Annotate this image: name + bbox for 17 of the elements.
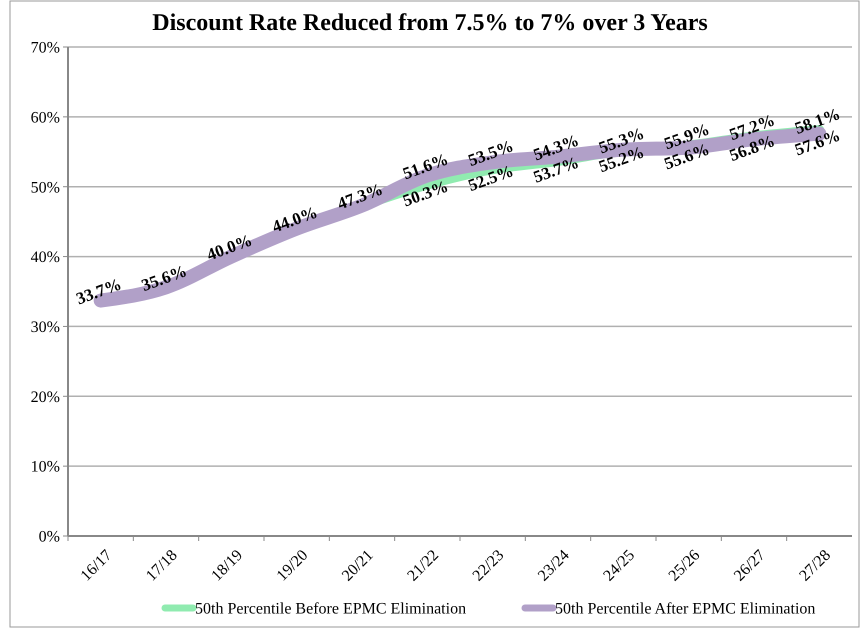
y-tick-label: 20%	[30, 388, 60, 406]
y-tick-label: 40%	[30, 249, 60, 266]
legend-label: 50th Percentile Before EPMC Elimination	[195, 600, 466, 618]
chart-title: Discount Rate Reduced from 7.5% to 7% over 3 Years	[152, 10, 708, 36]
data-label: 40.0%	[204, 230, 255, 264]
y-tick-label: 10%	[30, 458, 60, 476]
y-tick-label: 50%	[30, 179, 60, 196]
y-tick-label: 70%	[30, 40, 60, 57]
data-label: 35.6%	[138, 261, 190, 296]
y-tick-label: 0%	[38, 528, 60, 546]
legend-label: 50th Percentile After EPMC Elimination	[555, 600, 816, 618]
data-label: 47.3%	[334, 179, 386, 214]
data-label: 44.0%	[270, 202, 320, 236]
y-tick-label: 60%	[30, 109, 60, 126]
data-label: 51.6%	[400, 149, 451, 184]
data-label: 33.7%	[74, 274, 124, 308]
y-tick-label: 30%	[30, 319, 60, 336]
